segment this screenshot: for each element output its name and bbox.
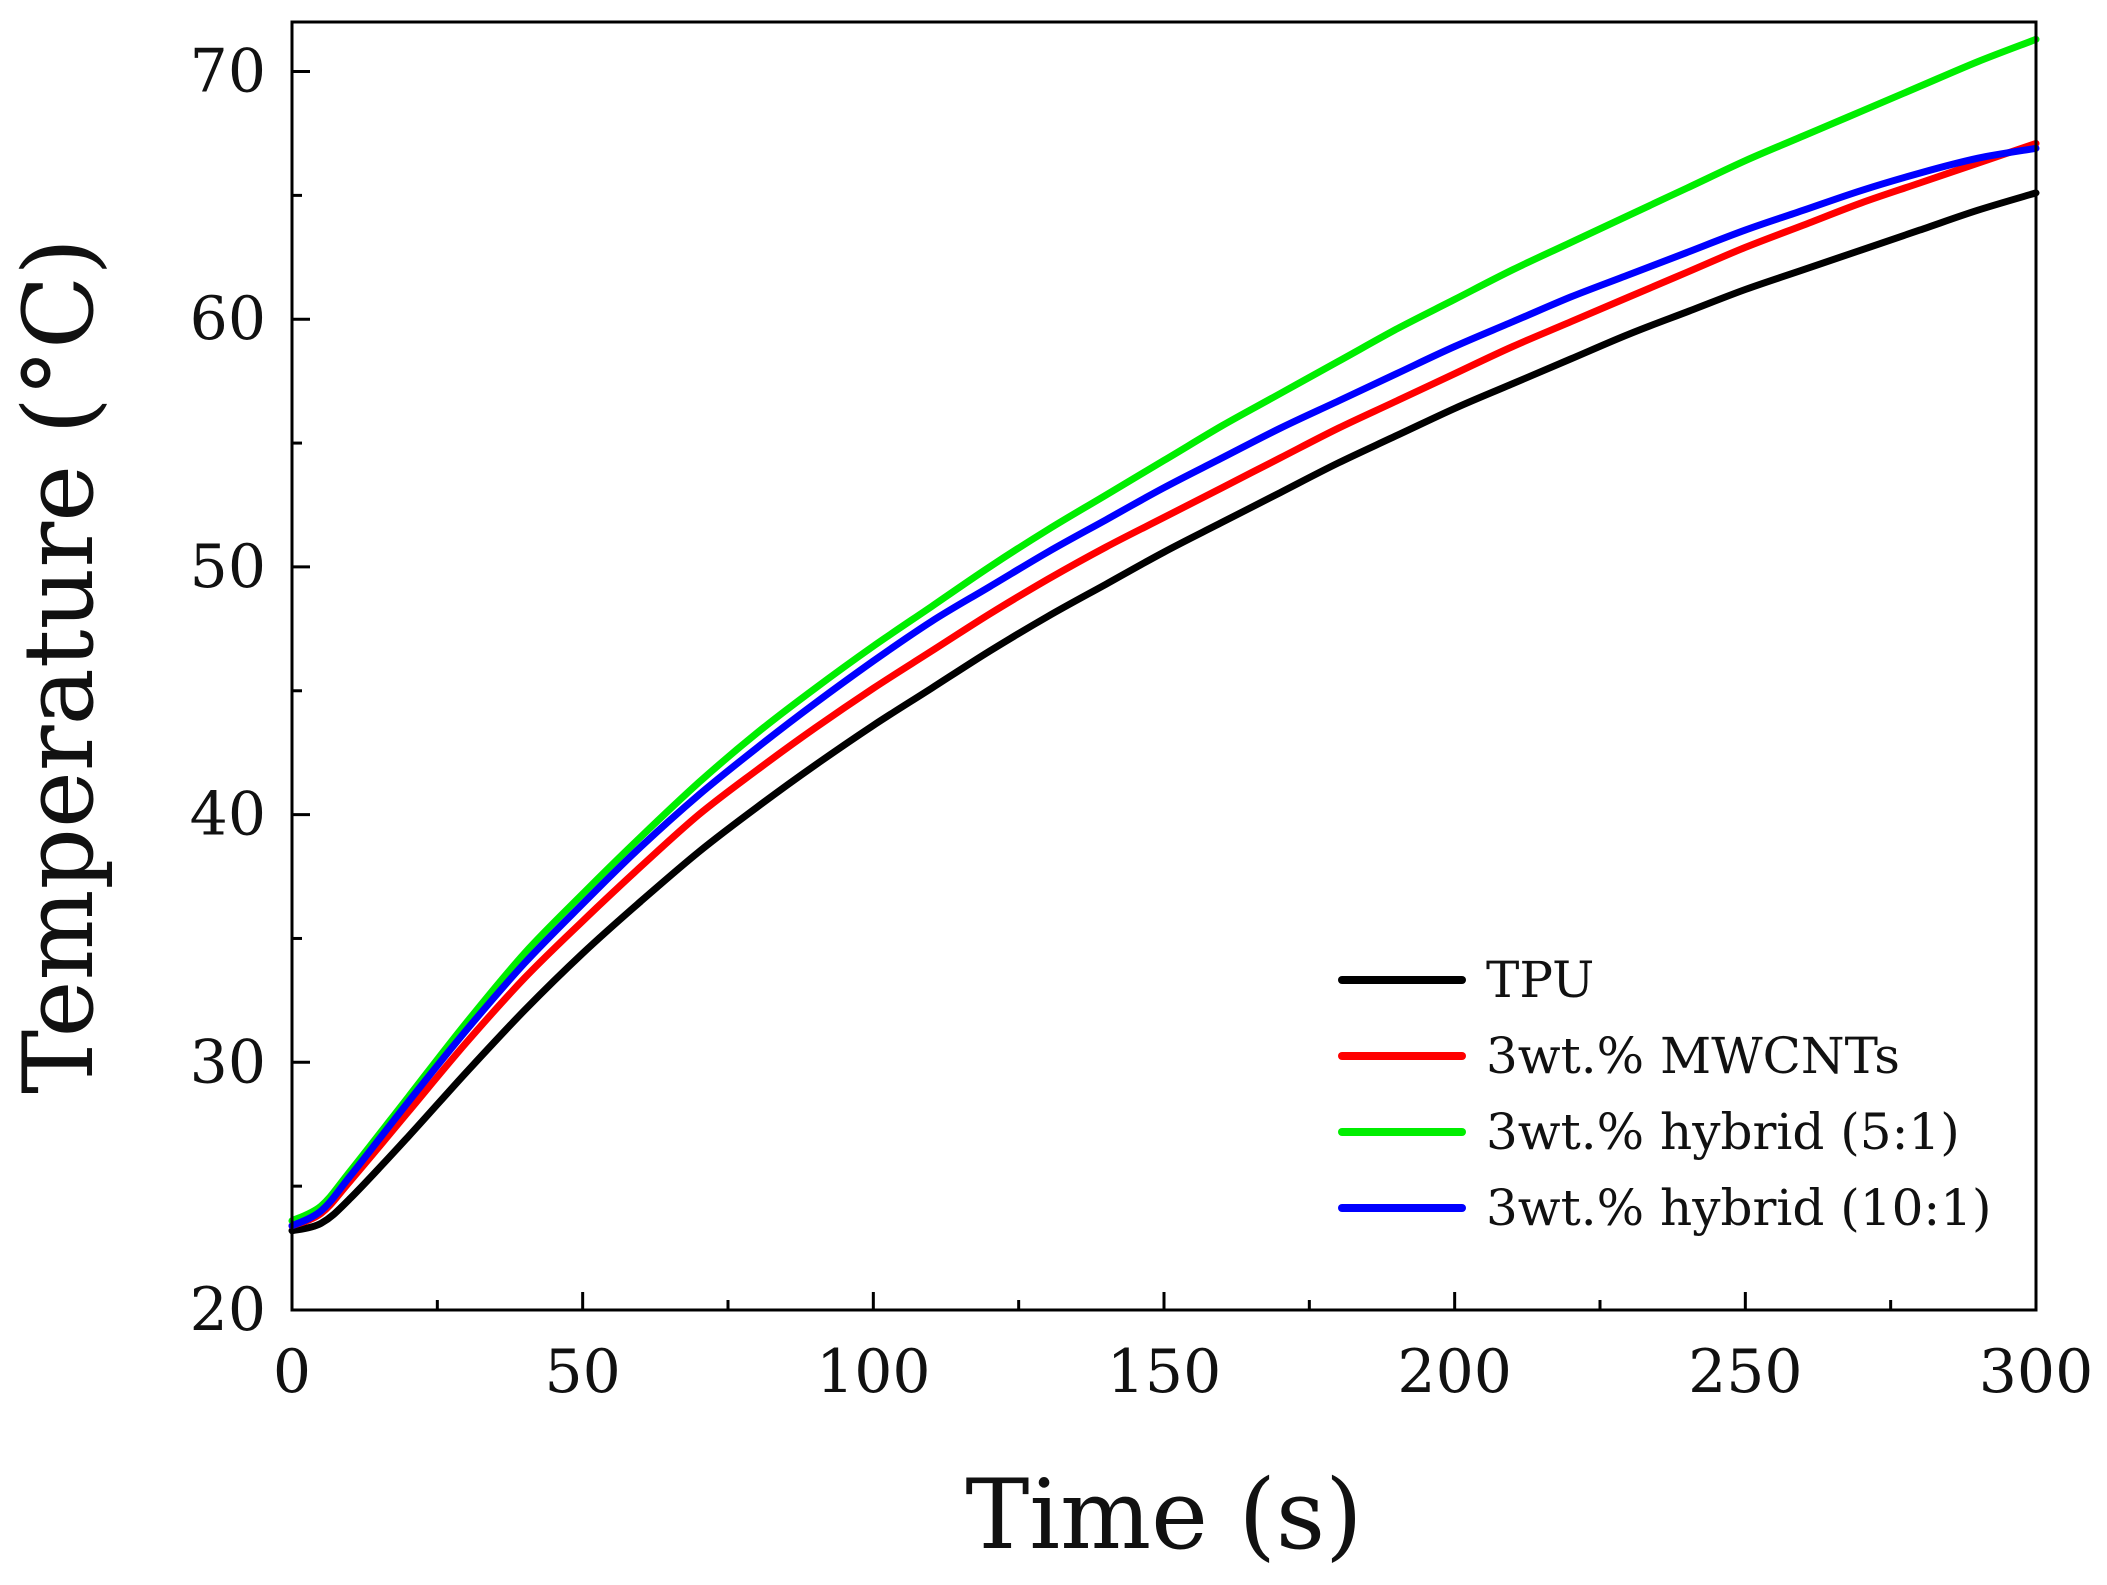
x-axis-title: Time (s)	[965, 1459, 1362, 1571]
x-tick-label: 0	[273, 1337, 311, 1407]
x-tick-label: 150	[1107, 1337, 1222, 1407]
legend-label-2: 3wt.% hybrid (5:1)	[1486, 1103, 1960, 1161]
y-tick-label: 40	[190, 780, 266, 850]
y-tick-label: 20	[190, 1275, 266, 1345]
axes: 0 50 100 150 200 250 300 20 30 40 50 60 70	[190, 20, 2094, 1407]
x-tick-label: 100	[816, 1337, 931, 1407]
x-tick-label: 200	[1397, 1337, 1512, 1407]
x-tick-label: 300	[1979, 1337, 2094, 1407]
y-axis-title: Temperature (°C)	[3, 238, 115, 1094]
legend-label-3: 3wt.% hybrid (10:1)	[1486, 1179, 1992, 1237]
x-tick-label: 250	[1688, 1337, 1803, 1407]
y-tick-label: 60	[190, 284, 266, 354]
series-line-0	[288, 189, 2040, 1235]
y-tick-label: 50	[190, 532, 266, 602]
legend-label-0: TPU	[1486, 951, 1594, 1009]
legend-label-1: 3wt.% MWCNTs	[1486, 1027, 1900, 1085]
y-tick-label: 70	[190, 37, 266, 107]
series-lines	[288, 35, 2040, 1235]
x-tick-label: 50	[544, 1337, 620, 1407]
y-tick-label: 30	[190, 1027, 266, 1097]
legend: TPU 3wt.% MWCNTs 3wt.% hybrid (5:1) 3wt.% h…	[1338, 951, 1992, 1237]
series-line-2	[288, 35, 2040, 1225]
series-line-3	[288, 144, 2040, 1230]
series-line-1	[288, 139, 2040, 1230]
